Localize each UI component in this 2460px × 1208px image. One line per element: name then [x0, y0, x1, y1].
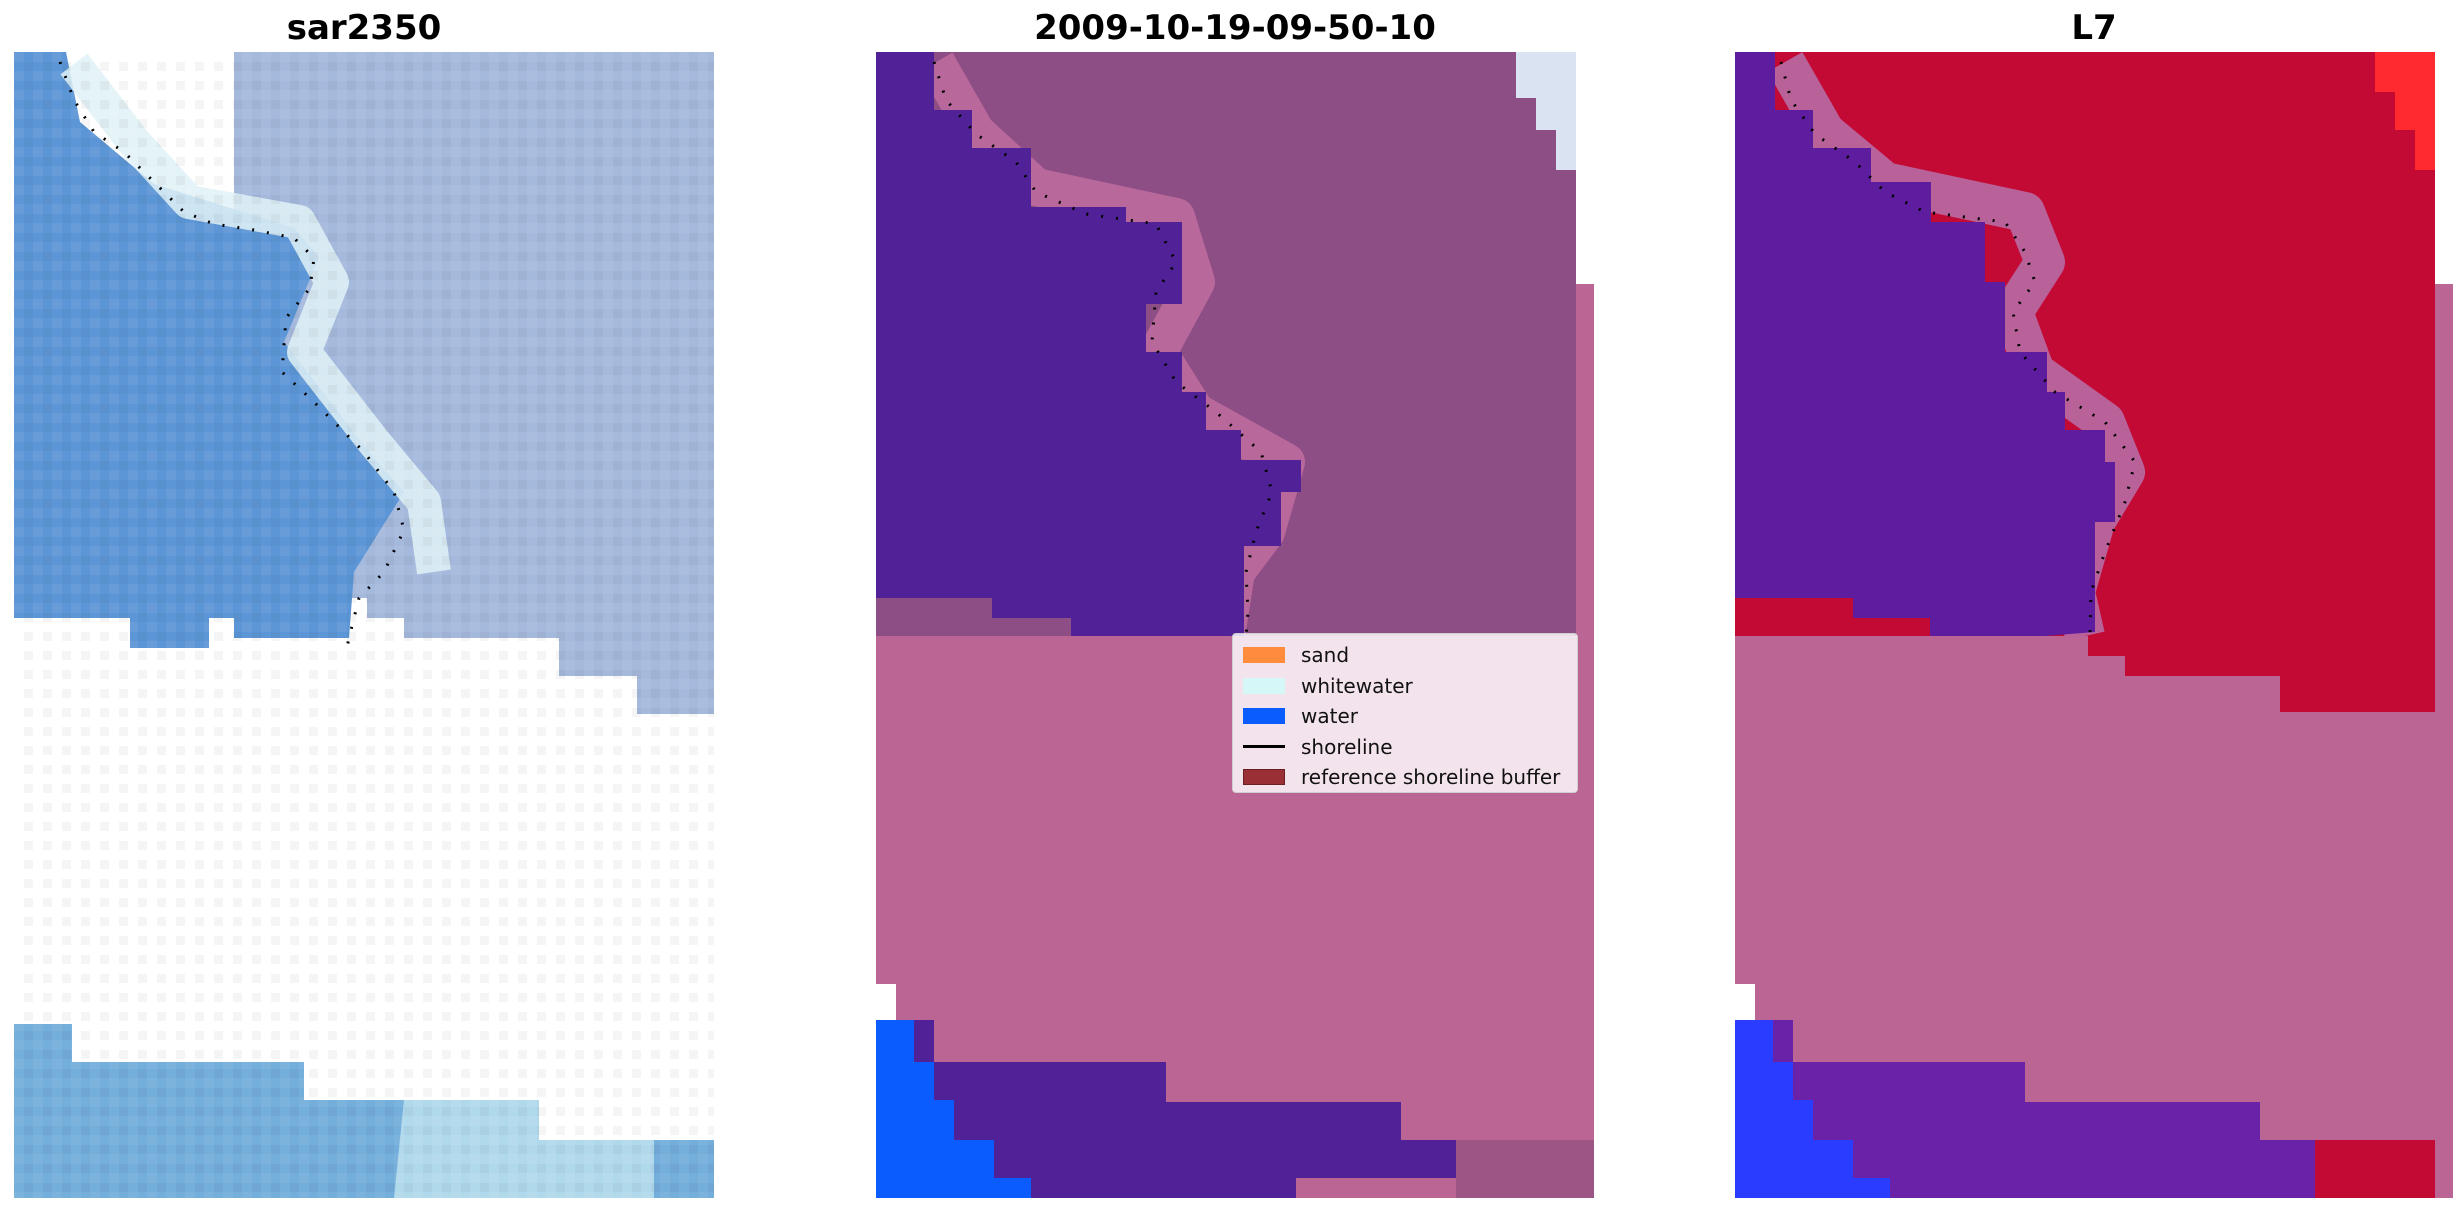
- legend-swatch-whitewater: [1243, 677, 1285, 694]
- classification-image: [876, 52, 1594, 1198]
- legend-item-water: water: [1243, 701, 1567, 732]
- legend-swatch-shoreline: [1243, 745, 1285, 749]
- index-mask-pink: [1735, 284, 2453, 1198]
- legend-item-reference-buffer: reference shoreline buffer: [1243, 762, 1567, 793]
- classified-bottom-land: [1456, 1140, 1594, 1198]
- classified-ocean: [876, 52, 1301, 636]
- classified-water: [876, 1020, 1031, 1198]
- legend: sand whitewater water shoreline referenc…: [1232, 633, 1578, 793]
- index-bottom-purple: [1735, 1020, 2315, 1198]
- legend-item-shoreline: shoreline: [1243, 732, 1567, 763]
- index-bottom-red: [2315, 1140, 2435, 1198]
- legend-item-whitewater: whitewater: [1243, 671, 1567, 702]
- legend-label-reference-buffer: reference shoreline buffer: [1301, 765, 1561, 790]
- legend-item-sand: sand: [1243, 640, 1567, 671]
- index-water-blue: [1735, 1020, 1890, 1198]
- legend-swatch-sand: [1243, 647, 1285, 664]
- legend-label-water: water: [1301, 704, 1358, 729]
- legend-label-whitewater: whitewater: [1301, 673, 1413, 698]
- rgb-image: [14, 52, 714, 1198]
- legend-swatch-water: [1243, 708, 1285, 725]
- panel-title-index: L7: [2071, 8, 2117, 48]
- index-shoreline: [1779, 61, 2137, 637]
- panel-title-rgb: sar2350: [286, 8, 442, 48]
- classified-whitewater-corner: [1516, 52, 1576, 170]
- legend-label-sand: sand: [1301, 643, 1350, 668]
- legend-label-shoreline: shoreline: [1301, 734, 1393, 759]
- index-bright-red: [2375, 52, 2435, 170]
- index-ocean-purple: [1735, 52, 2115, 636]
- legend-swatch-reference-buffer: [1243, 769, 1285, 786]
- index-image: [1735, 52, 2453, 1198]
- panel-title-classification: 2009-10-19-09-50-10: [1034, 8, 1436, 48]
- classified-bottom-ocean: [876, 1020, 1456, 1198]
